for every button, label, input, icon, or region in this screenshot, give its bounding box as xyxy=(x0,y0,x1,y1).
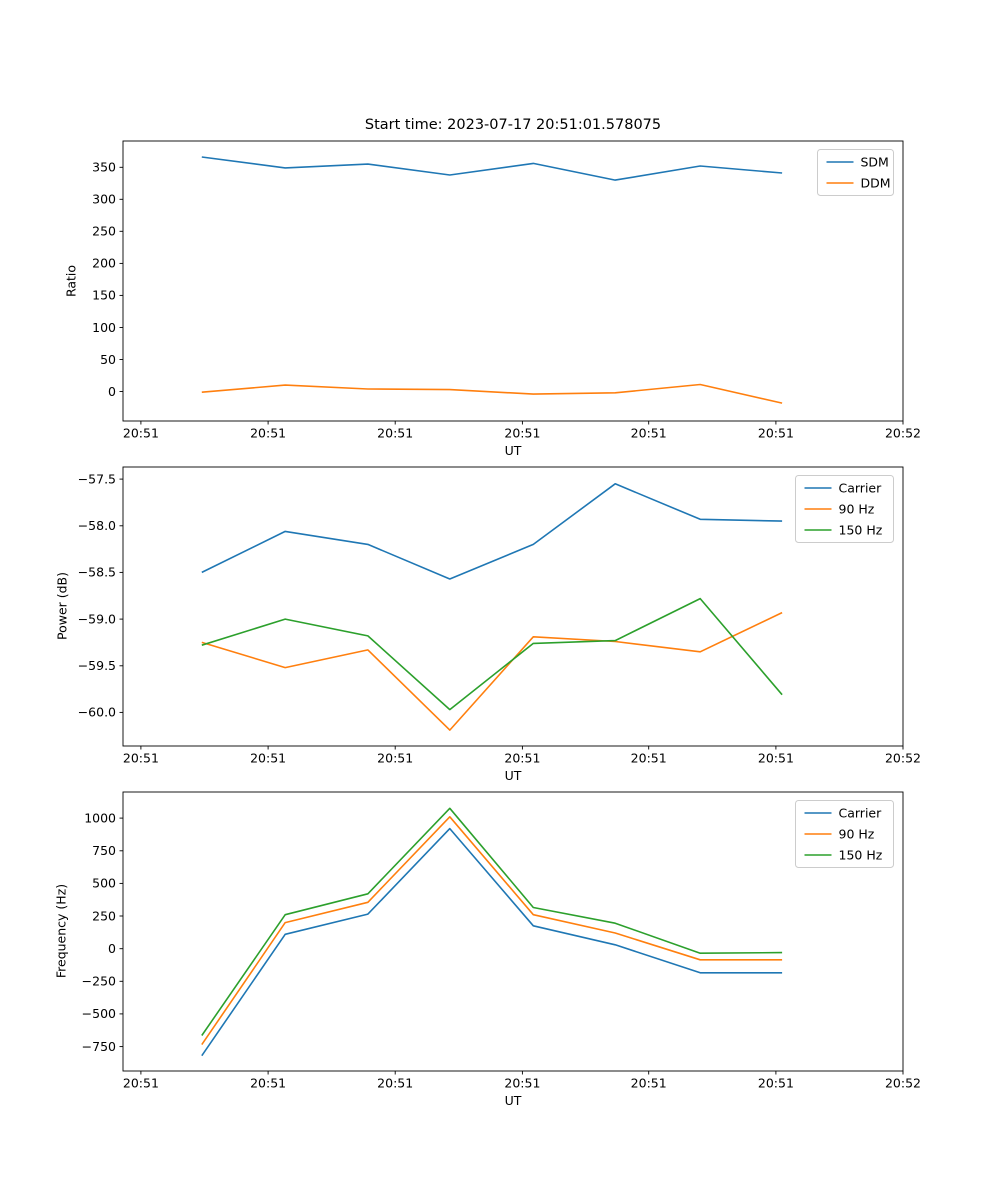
series-line-150-hz xyxy=(201,597,783,711)
legend-label: DDM xyxy=(861,175,891,190)
y-tick-label: −59.0 xyxy=(78,611,116,626)
power-plot: −60.0 −59.5 −59.0 −58.5 −58.0 −57.5 20:51 20:51… xyxy=(78,466,921,766)
y-tick-label: 350 xyxy=(92,160,116,175)
x-tick-label: 20:51 xyxy=(377,426,413,441)
y-tick-label: 750 xyxy=(92,843,116,858)
legend-label: 90 Hz xyxy=(839,501,875,516)
x-tick-label: 20:51 xyxy=(631,426,667,441)
y-tick-label: 150 xyxy=(92,288,116,303)
x-tick-label: 20:51 xyxy=(250,426,286,441)
x-tick-label: 20:51 xyxy=(504,751,540,766)
x-tick-label: 20:51 xyxy=(123,1076,159,1091)
x-tick-label: 20:51 xyxy=(123,751,159,766)
x-tick-label: 20:51 xyxy=(504,1076,540,1091)
x-tick-label: 20:51 xyxy=(377,1076,413,1091)
legend-label: 150 Hz xyxy=(839,847,883,862)
y-tick-label: 200 xyxy=(92,256,116,271)
y-tick-label: −750 xyxy=(82,1039,116,1054)
y-tick-label: 50 xyxy=(100,352,116,367)
plot-frame xyxy=(122,466,904,747)
y-tick-label: 0 xyxy=(108,384,116,399)
legend: SDM DDM xyxy=(817,149,894,196)
y-tick-label: 0 xyxy=(108,941,116,956)
y-tick-label: 250 xyxy=(92,224,116,239)
y-tick-label: −58.5 xyxy=(78,565,116,580)
x-tick-label: 20:52 xyxy=(885,751,921,766)
x-axis-label-ut-1: UT xyxy=(504,443,522,458)
frequency-plot: −750 −500 −250 0 250 500 750 1000 20:51 20:51 20:5… xyxy=(82,791,921,1091)
plot-frame xyxy=(122,791,904,1072)
legend-label: 150 Hz xyxy=(839,522,883,537)
legend-label: SDM xyxy=(861,154,889,169)
ratio-plot: 0 50 100 150 200 250 300 350 20:51 20:51 20:51 20:5… xyxy=(92,140,921,441)
x-tick-label: 20:51 xyxy=(631,751,667,766)
y-axis-label-ratio: Ratio xyxy=(63,264,79,298)
y-tick-label: −60.0 xyxy=(78,705,116,720)
legend-label: Carrier xyxy=(839,805,883,820)
y-tick-label: −500 xyxy=(82,1006,116,1021)
x-tick-label: 20:51 xyxy=(250,1076,286,1091)
y-tick-label: −250 xyxy=(82,974,116,989)
x-axis-label-ut-2: UT xyxy=(504,768,522,783)
series-line-carrier xyxy=(201,827,783,1057)
figure-title: Start time: 2023-07-17 20:51:01.578075 xyxy=(364,117,662,133)
y-tick-label: −57.5 xyxy=(78,471,116,486)
y-axis-label-frequency: Frequency (Hz) xyxy=(53,883,69,979)
plot-frame xyxy=(122,140,904,422)
series-line-carrier xyxy=(201,482,783,580)
x-tick-label: 20:51 xyxy=(504,426,540,441)
series-line-ddm xyxy=(201,383,783,404)
y-tick-label: −59.5 xyxy=(78,658,116,673)
y-tick-label: 1000 xyxy=(84,810,116,825)
legend: Carrier 90 Hz 150 Hz xyxy=(795,475,894,543)
x-tick-label: 20:52 xyxy=(885,1076,921,1091)
y-tick-label: 100 xyxy=(92,320,116,335)
y-tick-label: −58.0 xyxy=(78,518,116,533)
x-tick-label: 20:51 xyxy=(631,1076,667,1091)
x-tick-label: 20:51 xyxy=(123,426,159,441)
series-line-90-hz xyxy=(201,611,783,731)
x-tick-label: 20:51 xyxy=(758,426,794,441)
x-tick-label: 20:51 xyxy=(758,1076,794,1091)
series-line-sdm xyxy=(201,156,783,181)
y-tick-label: 300 xyxy=(92,192,116,207)
x-tick-label: 20:51 xyxy=(377,751,413,766)
x-axis-label-ut-3: UT xyxy=(504,1093,522,1108)
y-axis-label-power: Power (dB) xyxy=(54,571,70,641)
series-line-150-hz xyxy=(201,807,783,1036)
x-tick-label: 20:51 xyxy=(250,751,286,766)
legend-label: Carrier xyxy=(839,480,883,495)
legend-box xyxy=(795,800,894,868)
x-tick-label: 20:52 xyxy=(885,426,921,441)
legend-box xyxy=(795,475,894,543)
legend: Carrier 90 Hz 150 Hz xyxy=(795,800,894,868)
legend-label: 90 Hz xyxy=(839,826,875,841)
x-tick-label: 20:51 xyxy=(758,751,794,766)
legend-box xyxy=(817,149,894,196)
y-tick-label: 250 xyxy=(92,908,116,923)
y-tick-label: 500 xyxy=(92,876,116,891)
series-line-90-hz xyxy=(201,815,783,1046)
